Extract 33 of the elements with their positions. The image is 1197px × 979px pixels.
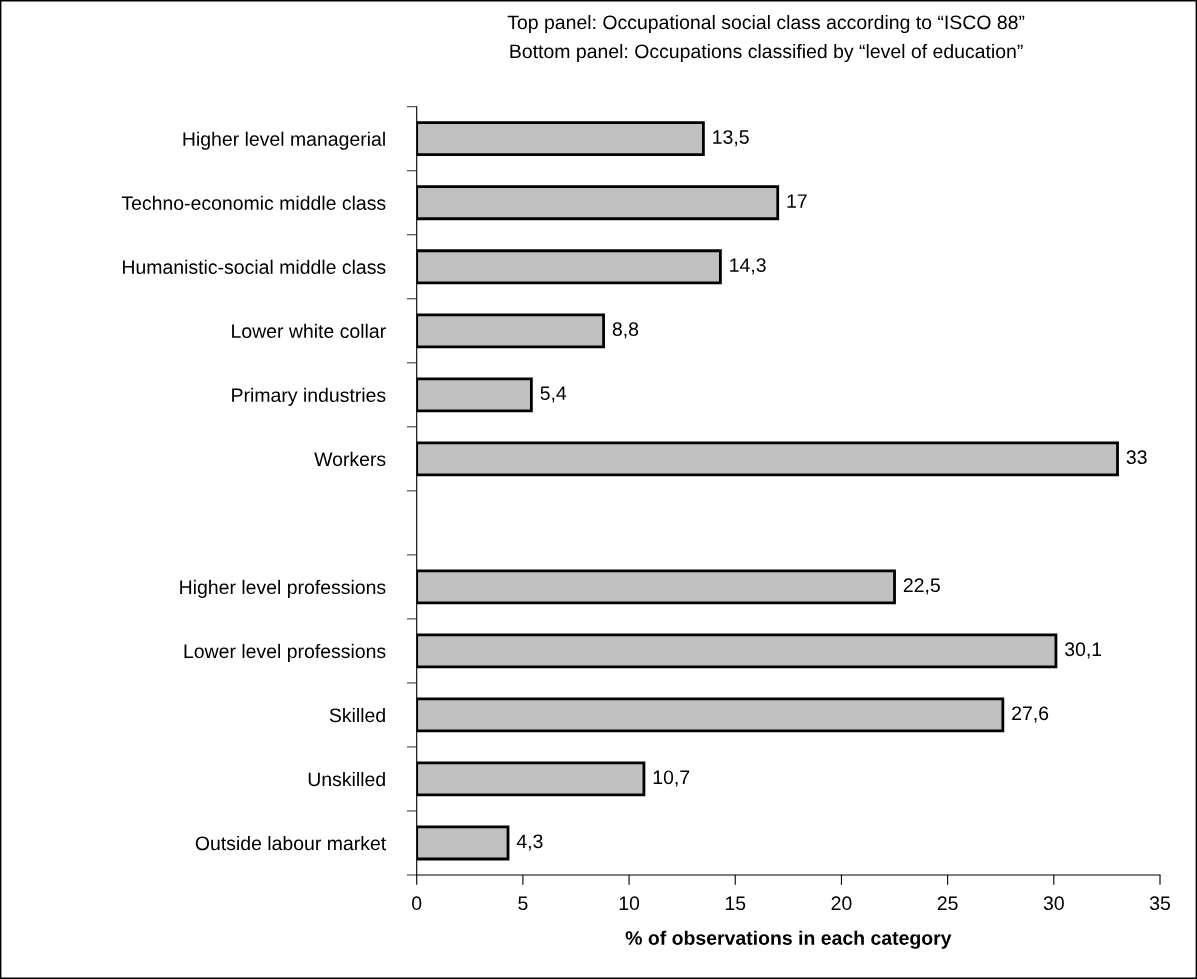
data-label: 14,3 xyxy=(730,258,766,275)
data-label: 5,4 xyxy=(540,386,567,403)
data-label: 13,5 xyxy=(713,130,749,147)
data-label: 4,3 xyxy=(516,834,543,851)
chart-subtitle: Bottom panel: Occupations classified by “level of education” xyxy=(510,43,1023,63)
y-tick-label: Primary industries xyxy=(232,387,386,406)
data-label: 33 xyxy=(1126,450,1147,465)
y-tick-label: Lower white collar xyxy=(232,323,386,339)
data-label: 10,7 xyxy=(653,770,690,787)
x-tick-label: 0 xyxy=(412,896,422,911)
y-tick-label: Outside labour market xyxy=(195,835,387,851)
data-label: 30,1 xyxy=(1065,642,1102,659)
x-tick-label: 20 xyxy=(831,896,852,911)
y-tick-label: Lower level professions xyxy=(184,643,386,662)
y-tick-label: Humanistic-social middle class xyxy=(123,259,386,274)
x-axis-title: % of observations in each category xyxy=(625,930,952,949)
x-tick-label: 25 xyxy=(937,896,958,911)
x-tick-label: 10 xyxy=(619,896,640,911)
data-label: 27,6 xyxy=(1012,706,1049,723)
x-tick-label: 35 xyxy=(1149,896,1170,911)
x-tick-label: 15 xyxy=(725,896,746,911)
data-label: 22,5 xyxy=(903,578,940,595)
x-tick-label: 30 xyxy=(1043,896,1064,911)
y-tick-label: Techno-economic middle class xyxy=(121,195,386,210)
y-tick-label: Workers xyxy=(314,451,386,467)
data-label: 17 xyxy=(787,194,807,208)
y-tick-label: Higher level managerial xyxy=(183,131,385,150)
chart-title: Top panel: Occupational social class according to “ISCO 88” xyxy=(507,14,1025,34)
y-tick-label: Higher level professions xyxy=(180,579,386,598)
x-tick-label: 5 xyxy=(518,896,528,911)
y-tick-label: Unskilled xyxy=(308,771,385,787)
y-tick-label: Skilled xyxy=(329,707,385,723)
data-label: 8,8 xyxy=(612,322,639,339)
